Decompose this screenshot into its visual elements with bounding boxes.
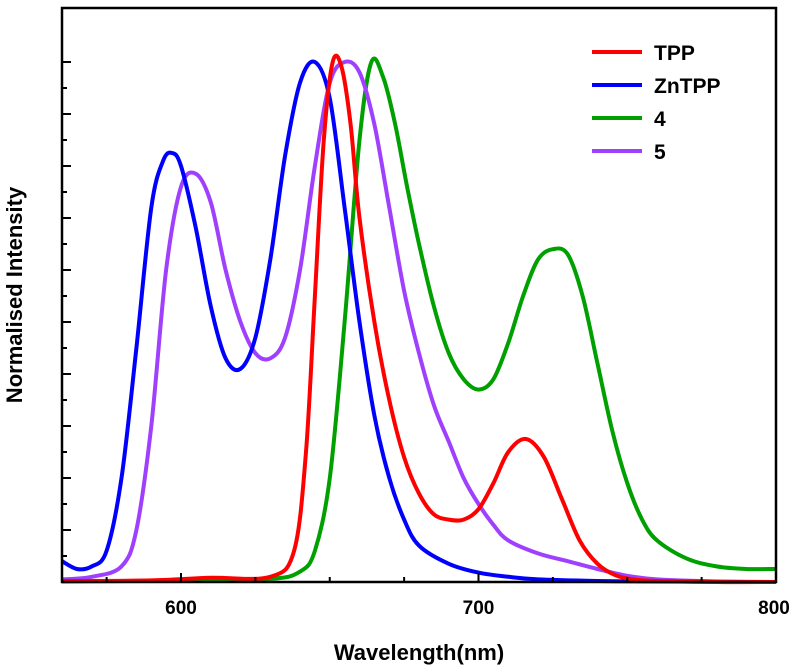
x-tick-label: 700 [463, 598, 495, 619]
series-line-5 [61, 59, 777, 584]
series-line-tpp [61, 53, 777, 585]
legend-label-5: 5 [654, 141, 666, 164]
legend-label-tpp: TPP [654, 42, 695, 65]
x-tick-label: 800 [758, 598, 790, 619]
plot-content [61, 53, 777, 585]
series-line-4 [61, 56, 777, 584]
legend-label-4: 4 [654, 108, 666, 131]
x-axis-title: Wavelength(nm) [334, 640, 504, 665]
legend-label-zntpp: ZnTPP [654, 75, 721, 98]
y-axis-title: Normalised Intensity [2, 186, 27, 403]
x-axis-ticks: 600 700 800 [105, 573, 790, 619]
series-line-zntpp [61, 59, 777, 584]
legend: TPP ZnTPP 4 5 [592, 42, 721, 164]
x-tick-label: 600 [165, 598, 197, 619]
y-axis-ticks [62, 61, 71, 583]
